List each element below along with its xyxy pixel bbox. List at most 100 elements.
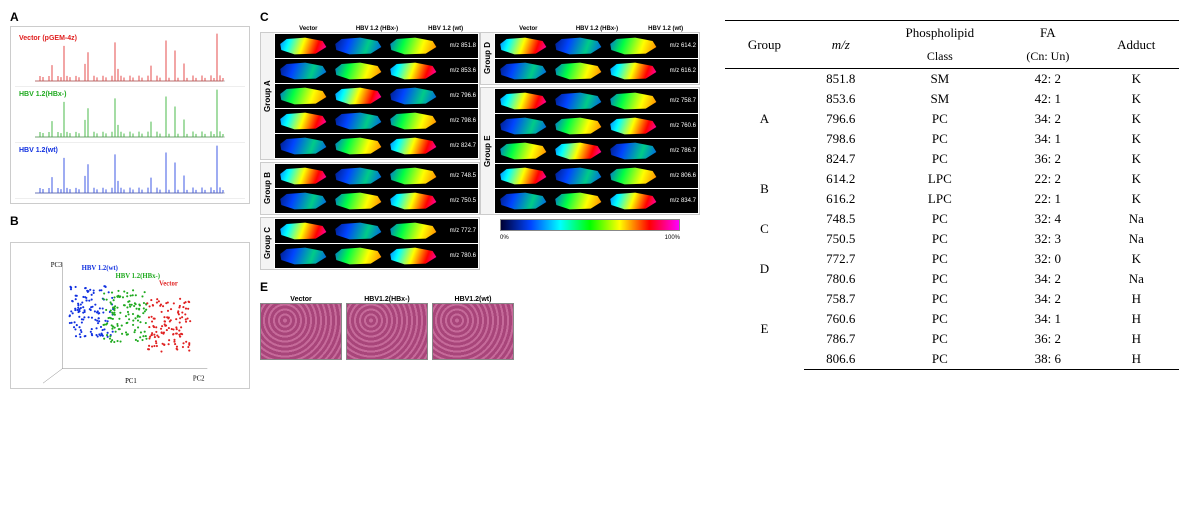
spectrum-track: Vector (pGEM-4z) bbox=[15, 31, 245, 87]
tissue-image bbox=[276, 86, 329, 106]
cell-class: PC bbox=[878, 349, 1002, 370]
tissue-image bbox=[606, 141, 659, 161]
he-image bbox=[260, 303, 342, 360]
tissue-image bbox=[386, 111, 439, 131]
tissue-image bbox=[386, 86, 439, 106]
he-image bbox=[346, 303, 428, 360]
cell-class: LPC bbox=[878, 189, 1002, 209]
imaging-group: Group Cm/z 772.7m/z 780.6 bbox=[260, 217, 480, 270]
tissue-image bbox=[551, 191, 604, 211]
th-mz: m/z bbox=[804, 21, 878, 69]
cell-class: PC bbox=[878, 229, 1002, 249]
tissue-image bbox=[551, 61, 604, 81]
cell-adduct: K bbox=[1094, 69, 1179, 90]
tissue-image bbox=[276, 191, 329, 211]
cell-mz: 772.7 bbox=[804, 249, 878, 269]
panel-a-label: A bbox=[10, 10, 250, 24]
tissue-image bbox=[551, 116, 604, 136]
tissue-image bbox=[276, 36, 329, 56]
tissue-image bbox=[551, 36, 604, 56]
spectrum-track: HBV 1.2(wt) bbox=[15, 143, 245, 199]
mz-label: m/z 760.6 bbox=[660, 123, 698, 129]
tissue-image bbox=[331, 136, 384, 156]
tissue-image bbox=[386, 221, 439, 241]
imaging-header: VectorHBV 1.2 (HBx-)HBV 1.2 (wt) bbox=[480, 26, 700, 32]
mz-label: m/z 834.7 bbox=[660, 198, 698, 204]
cell-fa: 36: 2 bbox=[1002, 149, 1093, 169]
tissue-image bbox=[331, 191, 384, 211]
cell-mz: 748.5 bbox=[804, 209, 878, 229]
cell-adduct: H bbox=[1094, 289, 1179, 309]
panel-c-label: C bbox=[260, 10, 700, 24]
svg-text:PC1: PC1 bbox=[125, 378, 137, 385]
tissue-image bbox=[386, 166, 439, 186]
imaging-col-header: HBV 1.2 (wt) bbox=[411, 26, 480, 32]
spectrum-label: Vector (pGEM-4z) bbox=[19, 35, 77, 42]
spectrum-label: HBV 1.2(HBx-) bbox=[19, 91, 66, 98]
cell-adduct: H bbox=[1094, 309, 1179, 329]
cell-fa: 34: 2 bbox=[1002, 109, 1093, 129]
cell-mz: 798.6 bbox=[804, 129, 878, 149]
cell-class: PC bbox=[878, 269, 1002, 289]
imaging-col-header: HBV 1.2 (HBx-) bbox=[343, 26, 412, 32]
mz-label: m/z 853.6 bbox=[440, 68, 478, 74]
tissue-image bbox=[496, 116, 549, 136]
tissue-image bbox=[331, 166, 384, 186]
imaging-group: Group Dm/z 614.2m/z 616.2 bbox=[480, 32, 700, 85]
tissue-image bbox=[331, 86, 384, 106]
tissue-image bbox=[331, 61, 384, 81]
cell-group: E bbox=[725, 289, 804, 370]
mz-label: m/z 851.8 bbox=[440, 43, 478, 49]
imaging-col-header: Vector bbox=[274, 26, 343, 32]
group-label: Group E bbox=[481, 88, 494, 214]
cell-fa: 32: 4 bbox=[1002, 209, 1093, 229]
cell-fa: 42: 1 bbox=[1002, 89, 1093, 109]
panel-e-row: VectorHBV1.2(HBx-)HBV1.2(wt) bbox=[260, 296, 700, 360]
cell-fa: 34: 1 bbox=[1002, 309, 1093, 329]
cell-mz: 758.7 bbox=[804, 289, 878, 309]
imaging-row: m/z 853.6 bbox=[275, 59, 478, 83]
cell-fa: 36: 2 bbox=[1002, 329, 1093, 349]
panel-b-pca: HBV 1.2(wt)HBV 1.2(HBx-)VectorPC1PC2PC3 bbox=[10, 242, 250, 389]
mz-label: m/z 616.2 bbox=[660, 68, 698, 74]
th-adduct: Adduct bbox=[1094, 21, 1179, 69]
tissue-image bbox=[606, 36, 659, 56]
tissue-image bbox=[386, 136, 439, 156]
svg-text:PC2: PC2 bbox=[193, 375, 205, 382]
cell-adduct: K bbox=[1094, 89, 1179, 109]
table-row: E758.7PC34: 2H bbox=[725, 289, 1179, 309]
cell-adduct: H bbox=[1094, 329, 1179, 349]
th-class-sub: Class bbox=[878, 45, 1002, 69]
tissue-image bbox=[496, 36, 549, 56]
cell-mz: 780.6 bbox=[804, 269, 878, 289]
cell-fa: 22: 1 bbox=[1002, 189, 1093, 209]
table-row: B614.2LPC22: 2K bbox=[725, 169, 1179, 189]
group-label: Group C bbox=[261, 218, 274, 269]
cell-class: PC bbox=[878, 329, 1002, 349]
group-label: Group D bbox=[481, 33, 494, 84]
imaging-row: m/z 748.5 bbox=[275, 164, 478, 188]
imaging-row: m/z 798.6 bbox=[275, 109, 478, 133]
imaging-row: m/z 786.7 bbox=[495, 139, 698, 163]
tissue-image bbox=[276, 246, 329, 266]
imaging-row: m/z 616.2 bbox=[495, 59, 698, 83]
mz-label: m/z 748.5 bbox=[440, 173, 478, 179]
cell-mz: 824.7 bbox=[804, 149, 878, 169]
imaging-row: m/z 806.6 bbox=[495, 164, 698, 188]
imaging-group: Group Em/z 758.7m/z 760.6m/z 786.7m/z 80… bbox=[480, 87, 700, 215]
mz-label: m/z 798.6 bbox=[440, 118, 478, 124]
group-label: Group A bbox=[261, 33, 274, 159]
lipid-table: Group m/z Phospholipid FA Adduct Class (… bbox=[725, 20, 1179, 370]
colorbar-min: 0% bbox=[500, 235, 509, 241]
spectrum-label: HBV 1.2(wt) bbox=[19, 147, 58, 154]
cell-mz: 616.2 bbox=[804, 189, 878, 209]
tissue-image bbox=[496, 91, 549, 111]
cell-fa: 34: 2 bbox=[1002, 289, 1093, 309]
mz-label: m/z 772.7 bbox=[440, 228, 478, 234]
cell-group: A bbox=[725, 69, 804, 170]
tissue-image bbox=[606, 91, 659, 111]
tissue-image bbox=[276, 166, 329, 186]
cell-class: PC bbox=[878, 309, 1002, 329]
tissue-image bbox=[276, 111, 329, 131]
cell-adduct: K bbox=[1094, 129, 1179, 149]
